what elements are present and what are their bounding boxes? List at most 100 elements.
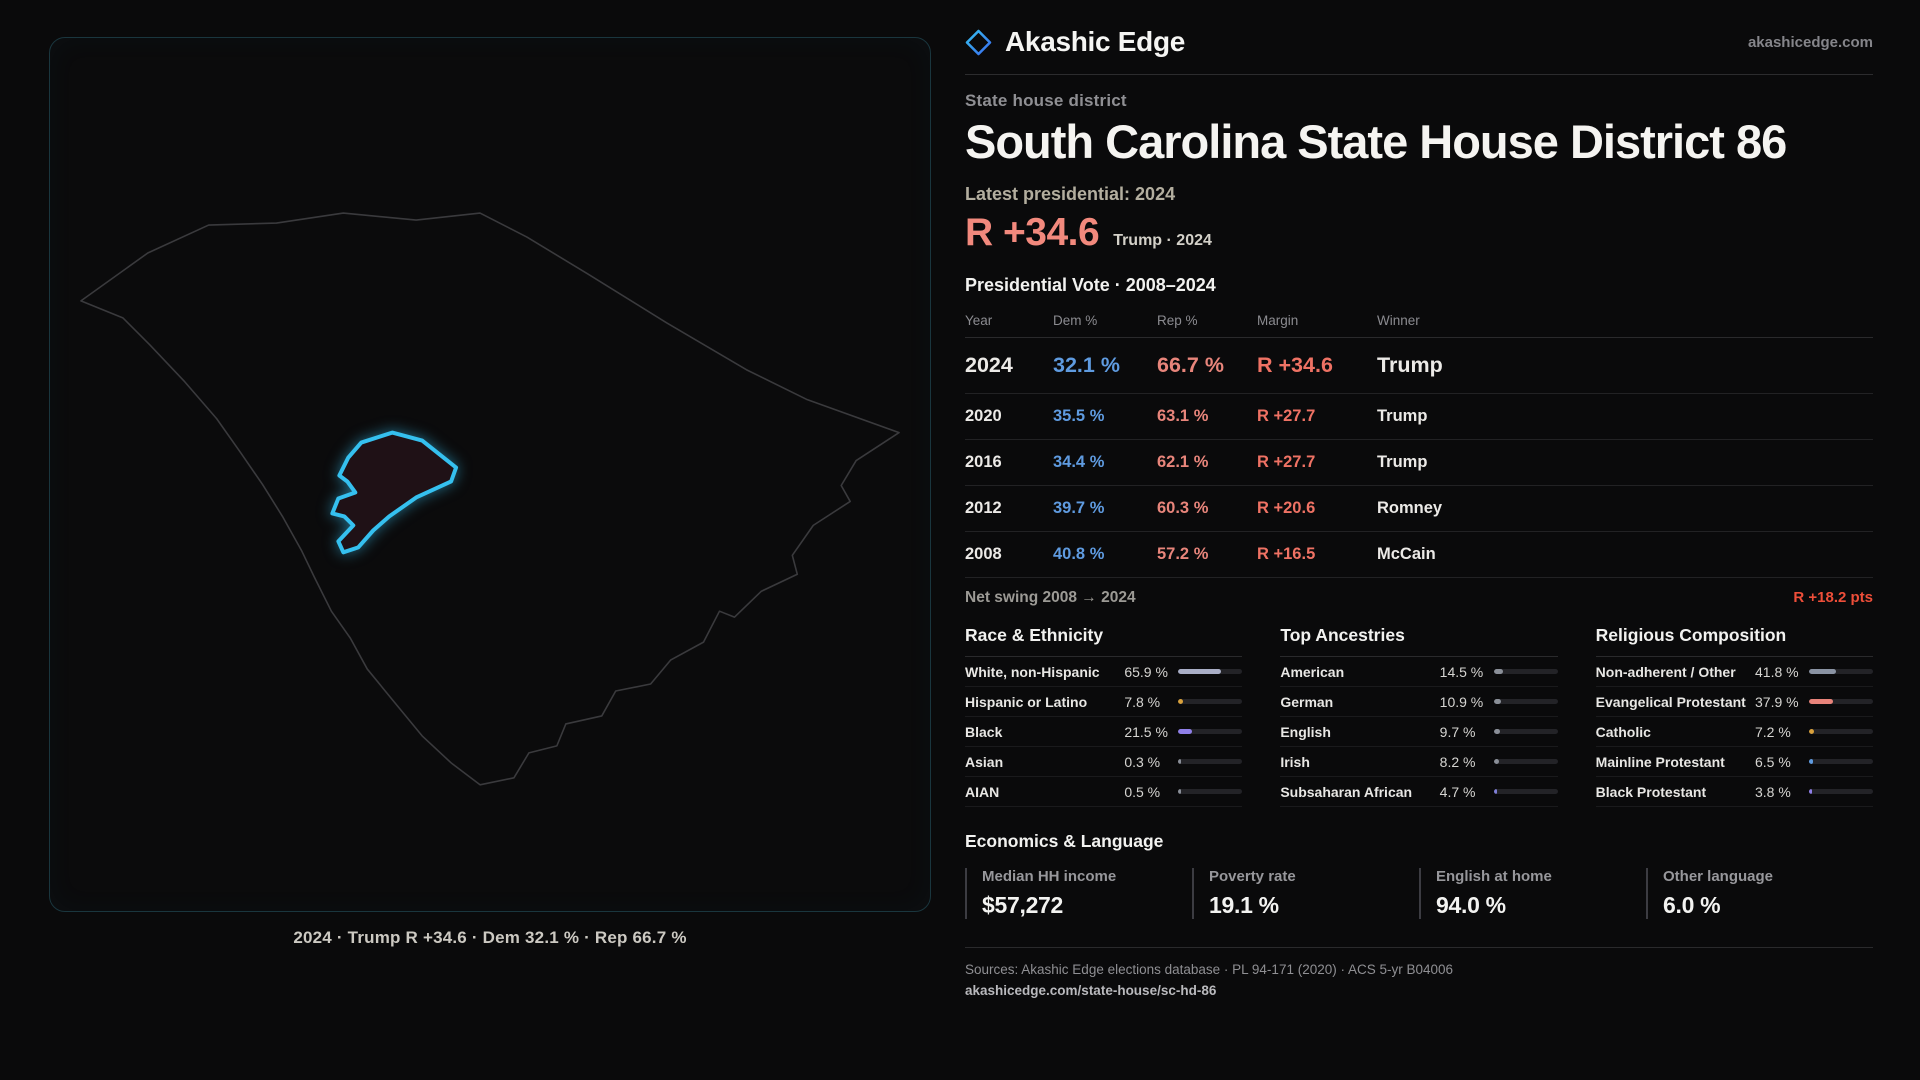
stat-label: AIAN — [965, 783, 1000, 800]
cell-margin: R +16.5 — [1257, 545, 1316, 564]
stat-bar — [1178, 759, 1243, 765]
stat-bar — [1178, 789, 1243, 795]
stat-bar — [1493, 759, 1558, 765]
col-rep: Rep % — [1157, 313, 1198, 329]
stat-row: Irish 8.2 % — [1280, 747, 1558, 778]
district-map-panel — [49, 37, 931, 912]
net-swing-label: Net swing 2008 → 2024 — [965, 589, 1136, 607]
stat-value: 3.8 % — [1755, 783, 1791, 800]
cell-dem: 34.4 % — [1053, 453, 1105, 472]
econ-value: 94.0 % — [1436, 892, 1506, 919]
stat-row: Mainline Protestant 6.5 % — [1595, 747, 1873, 778]
stat-bar — [1809, 669, 1873, 675]
latest-label: Latest presidential: 2024 — [965, 184, 1176, 205]
stat-value: 0.3 % — [1124, 753, 1161, 770]
stat-row: American 14.5 % — [1280, 657, 1558, 688]
permalink[interactable]: akashicedge.com/state-house/sc-hd-86 — [965, 983, 1217, 999]
table-row: 2012 39.7 % 60.3 % R +20.6 Romney — [965, 486, 1873, 533]
stat-label: Non-adherent / Other — [1595, 663, 1736, 680]
vote-table: Year Dem % Rep % Margin Winner 2024 32.1… — [965, 304, 1873, 579]
cell-winner: Romney — [1377, 499, 1443, 518]
stat-value: 21.5 % — [1124, 723, 1168, 740]
stat-row: Subsaharan African 4.7 % — [1280, 777, 1558, 808]
stat-bar — [1493, 789, 1558, 795]
race-section: Race & Ethnicity White, non-Hispanic 65.… — [965, 625, 1243, 808]
brand-domain-link[interactable]: akashicedge.com — [1747, 33, 1873, 51]
stat-bar — [1178, 729, 1243, 735]
stat-label: Hispanic or Latino — [965, 693, 1088, 710]
brand-diamond-icon — [965, 29, 992, 55]
stat-label: German — [1280, 693, 1334, 710]
cell-dem: 39.7 % — [1053, 499, 1105, 518]
stat-label: Mainline Protestant — [1595, 753, 1725, 770]
stat-value: 4.7 % — [1439, 783, 1476, 800]
stat-bar — [1809, 759, 1873, 765]
cell-dem: 40.8 % — [1053, 545, 1105, 564]
economics-grid: Median HH income $57,272 Poverty rate 19… — [965, 868, 1873, 920]
cell-margin: R +27.7 — [1257, 453, 1316, 472]
econ-stat: English at home 94.0 % — [1419, 868, 1646, 920]
cell-dem: 32.1 % — [1053, 353, 1120, 378]
stat-row: Non-adherent / Other 41.8 % — [1595, 657, 1873, 688]
stat-label: English — [1280, 723, 1331, 740]
stat-label: Black — [965, 723, 1003, 740]
net-swing-value: R +18.2 pts — [1793, 589, 1873, 607]
stat-row: Black Protestant 3.8 % — [1595, 777, 1873, 808]
stat-bar — [1493, 699, 1558, 705]
stat-value: 65.9 % — [1124, 663, 1168, 680]
stat-label: Catholic — [1595, 723, 1651, 740]
stat-value: 0.5 % — [1124, 783, 1161, 800]
stat-bar — [1493, 669, 1558, 675]
stat-value: 37.9 % — [1755, 693, 1799, 710]
stat-label: White, non-Hispanic — [965, 663, 1100, 680]
stat-bar — [1809, 729, 1873, 735]
table-row: 2016 34.4 % 62.1 % R +27.7 Trump — [965, 440, 1873, 487]
econ-stat: Median HH income $57,272 — [965, 868, 1192, 920]
map-caption: 2024 · Trump R +34.6 · Dem 32.1 % · Rep … — [293, 928, 687, 947]
stat-bar — [1178, 669, 1243, 675]
headline-margin: R +34.6 — [965, 211, 1100, 255]
stat-value: 41.8 % — [1755, 663, 1799, 680]
econ-label: English at home — [1436, 868, 1552, 886]
cell-year: 2020 — [965, 407, 1002, 426]
stat-row: White, non-Hispanic 65.9 % — [965, 657, 1243, 688]
header: Akashic Edge akashicedge.com — [965, 26, 1873, 75]
cell-dem: 35.5 % — [1053, 407, 1105, 426]
econ-value: 6.0 % — [1663, 892, 1721, 919]
table-header-row: Year Dem % Rep % Margin Winner — [965, 304, 1873, 339]
stat-label: Irish — [1280, 753, 1310, 770]
vote-table-title: Presidential Vote · 2008–2024 — [965, 275, 1216, 296]
stat-label: Black Protestant — [1595, 783, 1707, 800]
stat-value: 7.8 % — [1124, 693, 1161, 710]
col-dem: Dem % — [1053, 313, 1098, 329]
religion-section: Religious Composition Non-adherent / Oth… — [1595, 625, 1873, 808]
religion-title: Religious Composition — [1595, 625, 1873, 658]
stat-row: English 9.7 % — [1280, 717, 1558, 748]
stat-row: Black 21.5 % — [965, 717, 1243, 748]
col-year: Year — [965, 313, 993, 329]
cell-margin: R +34.6 — [1257, 353, 1333, 378]
cell-winner: McCain — [1377, 545, 1436, 564]
stat-value: 10.9 % — [1439, 693, 1484, 710]
cell-year: 2024 — [965, 353, 1013, 378]
econ-label: Median HH income — [982, 868, 1117, 886]
stat-row: Catholic 7.2 % — [1595, 717, 1873, 748]
stat-row: AIAN 0.5 % — [965, 777, 1243, 808]
south-carolina-map — [80, 212, 900, 786]
stat-bar — [1493, 729, 1558, 735]
cell-winner: Trump — [1377, 353, 1443, 378]
econ-value: $57,272 — [982, 892, 1064, 919]
headline: R +34.6 Trump · 2024 — [965, 211, 1873, 255]
stat-bar — [1809, 789, 1873, 795]
brand-name: Akashic Edge — [1005, 26, 1186, 57]
cell-winner: Trump — [1377, 453, 1428, 472]
ancestry-section: Top Ancestries American 14.5 % German 10… — [1280, 625, 1558, 808]
stat-row: Asian 0.3 % — [965, 747, 1243, 778]
footer: Sources: Akashic Edge elections database… — [965, 947, 1873, 998]
stat-bar — [1809, 699, 1873, 705]
table-row: 2020 35.5 % 63.1 % R +27.7 Trump — [965, 394, 1873, 441]
econ-stat: Other language 6.0 % — [1646, 868, 1873, 920]
district-86-shape[interactable] — [330, 430, 459, 555]
cell-winner: Trump — [1377, 407, 1428, 426]
